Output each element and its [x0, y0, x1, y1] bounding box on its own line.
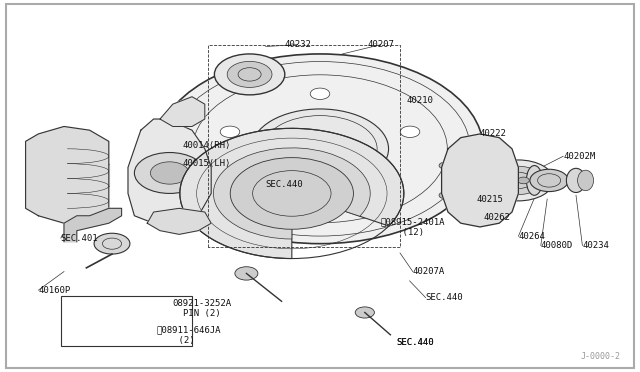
Polygon shape	[128, 119, 211, 223]
Text: 40080D: 40080D	[541, 241, 573, 250]
Ellipse shape	[526, 166, 543, 195]
Circle shape	[291, 132, 349, 166]
Text: 40207: 40207	[367, 40, 394, 49]
Circle shape	[94, 233, 130, 254]
Circle shape	[227, 61, 272, 87]
Polygon shape	[160, 97, 205, 126]
Text: SEC.440: SEC.440	[397, 338, 435, 347]
Circle shape	[518, 177, 529, 184]
Circle shape	[134, 153, 205, 193]
Text: 40264: 40264	[518, 232, 545, 241]
Circle shape	[355, 307, 374, 318]
Circle shape	[310, 88, 330, 99]
Circle shape	[214, 54, 285, 95]
Text: 40262: 40262	[484, 213, 511, 222]
Text: SEC.440: SEC.440	[426, 293, 463, 302]
Circle shape	[454, 166, 506, 195]
Circle shape	[157, 54, 483, 244]
Polygon shape	[147, 208, 211, 234]
Text: 40160P: 40160P	[38, 286, 70, 295]
Circle shape	[400, 126, 420, 138]
Polygon shape	[442, 134, 518, 227]
Wedge shape	[214, 148, 370, 239]
Circle shape	[252, 109, 388, 189]
Text: ⓝ08915-2401A
    (12): ⓝ08915-2401A (12)	[381, 217, 445, 237]
Text: SEC.401: SEC.401	[61, 234, 99, 243]
Circle shape	[366, 187, 385, 199]
Circle shape	[307, 141, 333, 156]
Circle shape	[439, 162, 451, 169]
Text: J-0000-2: J-0000-2	[581, 352, 621, 361]
Text: 40222: 40222	[480, 129, 507, 138]
Circle shape	[230, 158, 353, 229]
Text: 40210: 40210	[406, 96, 433, 105]
Bar	[61, 296, 192, 346]
Text: 40207A: 40207A	[413, 267, 445, 276]
Text: 08921-3252A
PIN (2): 08921-3252A PIN (2)	[172, 299, 231, 318]
Text: 40202M: 40202M	[563, 152, 595, 161]
Text: SEC.440: SEC.440	[266, 180, 303, 189]
Text: 40232: 40232	[284, 40, 311, 49]
Ellipse shape	[566, 168, 586, 193]
Text: ⓝ08911-646JA
    (2): ⓝ08911-646JA (2)	[157, 325, 221, 344]
Circle shape	[220, 126, 240, 138]
Ellipse shape	[578, 170, 594, 190]
Text: 40234: 40234	[582, 241, 609, 250]
Text: 40014⟨RH⟩: 40014⟨RH⟩	[182, 141, 231, 150]
Text: 40215: 40215	[477, 195, 504, 203]
Polygon shape	[64, 208, 122, 242]
Circle shape	[150, 162, 189, 184]
Circle shape	[488, 153, 499, 160]
Wedge shape	[180, 128, 404, 259]
Circle shape	[255, 187, 274, 199]
Polygon shape	[26, 164, 109, 186]
Circle shape	[494, 166, 543, 195]
Text: SEC.440: SEC.440	[397, 338, 435, 347]
Circle shape	[439, 192, 451, 199]
Circle shape	[483, 160, 554, 201]
Circle shape	[235, 267, 258, 280]
Circle shape	[530, 169, 568, 192]
Polygon shape	[26, 126, 109, 223]
Circle shape	[488, 201, 499, 208]
Text: 40015⟨LH⟩: 40015⟨LH⟩	[182, 159, 231, 168]
